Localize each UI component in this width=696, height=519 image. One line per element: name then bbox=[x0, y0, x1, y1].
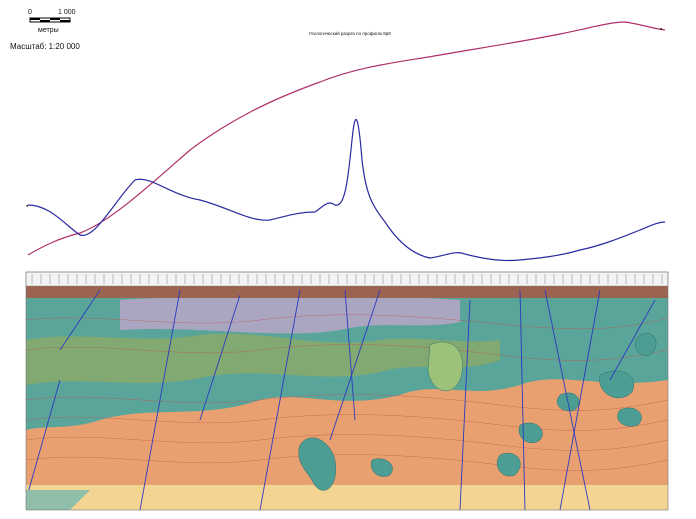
intrusions bbox=[298, 333, 657, 491]
title: Геологический разрез по профилю 8р8 bbox=[309, 30, 391, 36]
curve-marker: ● bbox=[26, 203, 29, 208]
scale-segment bbox=[30, 18, 40, 20]
intrusion bbox=[427, 341, 463, 391]
scale-segment bbox=[40, 20, 50, 22]
scale-segment bbox=[50, 18, 60, 20]
magenta-profile bbox=[27, 21, 666, 256]
scale-end: 1 000 bbox=[58, 9, 76, 16]
scale-segment bbox=[60, 20, 70, 22]
fault bbox=[59, 289, 101, 351]
fault bbox=[519, 289, 526, 511]
faults bbox=[25, 289, 656, 511]
section bbox=[25, 271, 669, 511]
intrusion bbox=[298, 437, 337, 491]
intrusion bbox=[599, 370, 634, 399]
fault bbox=[199, 294, 241, 421]
fault bbox=[544, 289, 591, 511]
basement-unit bbox=[26, 485, 668, 510]
intrusion bbox=[370, 458, 393, 477]
fault bbox=[25, 379, 61, 501]
intrusion bbox=[635, 333, 657, 356]
curve-marker: ● bbox=[660, 26, 663, 31]
corner-unit bbox=[26, 490, 90, 510]
scale-bar: 0 1 000 метры Масштаб: 1:20 000 bbox=[10, 9, 80, 51]
layering bbox=[25, 314, 669, 471]
fault bbox=[459, 299, 471, 511]
section-frame bbox=[25, 271, 669, 511]
scale-caption: Масштаб: 1:20 000 bbox=[10, 42, 80, 51]
intrusion bbox=[617, 407, 642, 427]
fault bbox=[329, 289, 381, 441]
fault bbox=[259, 289, 301, 511]
well-ticks bbox=[31, 274, 663, 284]
intrusion bbox=[518, 422, 543, 444]
fault bbox=[609, 299, 656, 381]
olive-unit bbox=[26, 333, 500, 385]
fault bbox=[559, 289, 601, 511]
intrusion bbox=[496, 453, 521, 477]
fault bbox=[344, 289, 356, 421]
scale-unit: метры bbox=[38, 27, 59, 34]
top-unit bbox=[26, 286, 668, 298]
blue-profile bbox=[27, 119, 666, 262]
fault bbox=[139, 289, 181, 511]
scale-start: 0 bbox=[28, 9, 32, 16]
